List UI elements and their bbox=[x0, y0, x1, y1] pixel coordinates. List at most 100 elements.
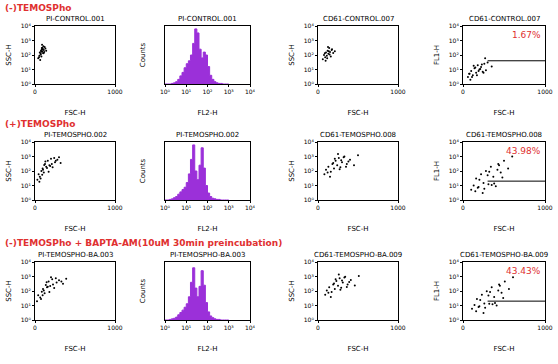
svg-text:10³: 10³ bbox=[224, 324, 235, 331]
svg-text:1000: 1000 bbox=[390, 204, 405, 211]
svg-text:CD61-TEMOSPHO-BA.009: CD61-TEMOSPHO-BA.009 bbox=[314, 251, 402, 259]
svg-text:10¹: 10¹ bbox=[181, 204, 192, 211]
svg-text:10³: 10³ bbox=[304, 37, 315, 44]
svg-text:10⁰: 10⁰ bbox=[304, 316, 315, 323]
svg-text:FSC-H: FSC-H bbox=[64, 225, 85, 233]
svg-text:10¹: 10¹ bbox=[21, 302, 32, 309]
svg-text:CD61-TEMOSPHO.008: CD61-TEMOSPHO.008 bbox=[466, 131, 542, 139]
svg-text:10²: 10² bbox=[304, 167, 315, 174]
svg-text:10¹: 10¹ bbox=[449, 66, 460, 73]
svg-text:FL1-H: FL1-H bbox=[433, 45, 441, 65]
svg-text:10³: 10³ bbox=[304, 153, 315, 160]
svg-text:10⁴: 10⁴ bbox=[304, 22, 315, 29]
svg-text:10²: 10² bbox=[202, 88, 213, 95]
svg-text:10⁴: 10⁴ bbox=[245, 324, 256, 331]
svg-text:0: 0 bbox=[33, 324, 37, 331]
svg-text:10⁰: 10⁰ bbox=[160, 204, 171, 211]
svg-text:1000: 1000 bbox=[107, 88, 122, 95]
svg-text:0: 0 bbox=[33, 88, 37, 95]
svg-text:10⁰: 10⁰ bbox=[160, 324, 171, 331]
svg-text:10⁰: 10⁰ bbox=[160, 88, 171, 95]
svg-text:FL2-H: FL2-H bbox=[197, 345, 217, 353]
svg-text:0: 0 bbox=[461, 204, 465, 211]
svg-text:1000: 1000 bbox=[537, 204, 552, 211]
svg-text:SSC-H: SSC-H bbox=[288, 280, 296, 302]
svg-text:PI-TEMOSPHO.002: PI-TEMOSPHO.002 bbox=[176, 131, 239, 139]
svg-text:1000: 1000 bbox=[537, 88, 552, 95]
svg-text:Counts: Counts bbox=[139, 42, 147, 67]
svg-text:1000: 1000 bbox=[107, 204, 122, 211]
svg-text:CD61-CONTROL.007: CD61-CONTROL.007 bbox=[469, 15, 540, 23]
svg-text:FL2-H: FL2-H bbox=[197, 225, 217, 233]
svg-text:FSC-H: FSC-H bbox=[347, 345, 368, 353]
svg-text:0: 0 bbox=[33, 204, 37, 211]
svg-text:10¹: 10¹ bbox=[449, 182, 460, 189]
svg-text:10³: 10³ bbox=[21, 153, 32, 160]
svg-text:10¹: 10¹ bbox=[304, 302, 315, 309]
svg-text:PI-CONTROL.001: PI-CONTROL.001 bbox=[46, 15, 105, 23]
svg-text:FSC-H: FSC-H bbox=[493, 345, 514, 353]
svg-text:10¹: 10¹ bbox=[21, 182, 32, 189]
svg-text:10¹: 10¹ bbox=[181, 88, 192, 95]
svg-text:10⁰: 10⁰ bbox=[21, 196, 32, 203]
svg-text:1000: 1000 bbox=[107, 324, 122, 331]
svg-text:FSC-H: FSC-H bbox=[64, 345, 85, 353]
svg-text:SSC-H: SSC-H bbox=[288, 160, 296, 182]
svg-text:10³: 10³ bbox=[449, 153, 460, 160]
svg-text:FSC-H: FSC-H bbox=[347, 109, 368, 117]
svg-text:0: 0 bbox=[316, 204, 320, 211]
svg-text:10³: 10³ bbox=[449, 273, 460, 280]
svg-text:1000: 1000 bbox=[537, 324, 552, 331]
svg-text:10⁴: 10⁴ bbox=[245, 204, 256, 211]
svg-text:PI-TEMOSPHO-BA.003: PI-TEMOSPHO-BA.003 bbox=[170, 251, 245, 259]
svg-text:10¹: 10¹ bbox=[304, 182, 315, 189]
svg-text:10⁰: 10⁰ bbox=[21, 80, 32, 87]
svg-text:0: 0 bbox=[316, 88, 320, 95]
svg-text:0: 0 bbox=[461, 324, 465, 331]
svg-text:FL1-H: FL1-H bbox=[433, 281, 441, 301]
svg-text:FSC-H: FSC-H bbox=[493, 225, 514, 233]
svg-text:10²: 10² bbox=[21, 51, 32, 58]
svg-text:10³: 10³ bbox=[21, 273, 32, 280]
svg-text:SSC-H: SSC-H bbox=[5, 160, 13, 182]
svg-text:10⁴: 10⁴ bbox=[21, 258, 32, 265]
svg-text:10³: 10³ bbox=[304, 273, 315, 280]
svg-text:10⁰: 10⁰ bbox=[449, 80, 460, 87]
svg-text:10¹: 10¹ bbox=[181, 324, 192, 331]
svg-text:10⁰: 10⁰ bbox=[304, 80, 315, 87]
svg-text:10⁰: 10⁰ bbox=[449, 316, 460, 323]
svg-text:10⁴: 10⁴ bbox=[21, 138, 32, 145]
svg-text:10¹: 10¹ bbox=[449, 302, 460, 309]
svg-text:10⁴: 10⁴ bbox=[449, 258, 460, 265]
svg-text:FL2-H: FL2-H bbox=[197, 109, 217, 117]
svg-text:FSC-H: FSC-H bbox=[347, 225, 368, 233]
svg-text:1000: 1000 bbox=[390, 88, 405, 95]
svg-text:10³: 10³ bbox=[21, 37, 32, 44]
svg-text:FSC-H: FSC-H bbox=[493, 109, 514, 117]
svg-text:10²: 10² bbox=[202, 204, 213, 211]
svg-text:43.43%: 43.43% bbox=[506, 266, 541, 276]
svg-text:10²: 10² bbox=[21, 287, 32, 294]
svg-text:10⁰: 10⁰ bbox=[21, 316, 32, 323]
svg-text:10⁴: 10⁴ bbox=[21, 22, 32, 29]
svg-text:(-)TEMOSPho + BAPTA-AM(10uM 30: (-)TEMOSPho + BAPTA-AM(10uM 30min preinc… bbox=[5, 238, 282, 248]
svg-text:PI-TEMOSPHO-BA.003: PI-TEMOSPHO-BA.003 bbox=[38, 251, 113, 259]
svg-text:10²: 10² bbox=[449, 51, 460, 58]
svg-text:10²: 10² bbox=[449, 287, 460, 294]
svg-text:10³: 10³ bbox=[449, 37, 460, 44]
svg-text:(+)TEMOSPho: (+)TEMOSPho bbox=[5, 119, 75, 129]
svg-text:10⁴: 10⁴ bbox=[449, 138, 460, 145]
svg-text:10³: 10³ bbox=[224, 88, 235, 95]
svg-text:Counts: Counts bbox=[139, 278, 147, 303]
svg-text:10²: 10² bbox=[449, 167, 460, 174]
svg-text:SSC-H: SSC-H bbox=[5, 280, 13, 302]
svg-text:PI-CONTROL.001: PI-CONTROL.001 bbox=[178, 15, 237, 23]
svg-text:10⁰: 10⁰ bbox=[449, 196, 460, 203]
svg-text:CD61-CONTROL.007: CD61-CONTROL.007 bbox=[323, 15, 394, 23]
svg-text:10⁴: 10⁴ bbox=[304, 258, 315, 265]
svg-text:(-)TEMOSPho: (-)TEMOSPho bbox=[5, 3, 72, 13]
svg-text:CD61-TEMOSPHO-BA.009: CD61-TEMOSPHO-BA.009 bbox=[460, 251, 548, 259]
svg-text:FSC-H: FSC-H bbox=[64, 109, 85, 117]
svg-text:10²: 10² bbox=[21, 167, 32, 174]
svg-text:10⁴: 10⁴ bbox=[449, 22, 460, 29]
